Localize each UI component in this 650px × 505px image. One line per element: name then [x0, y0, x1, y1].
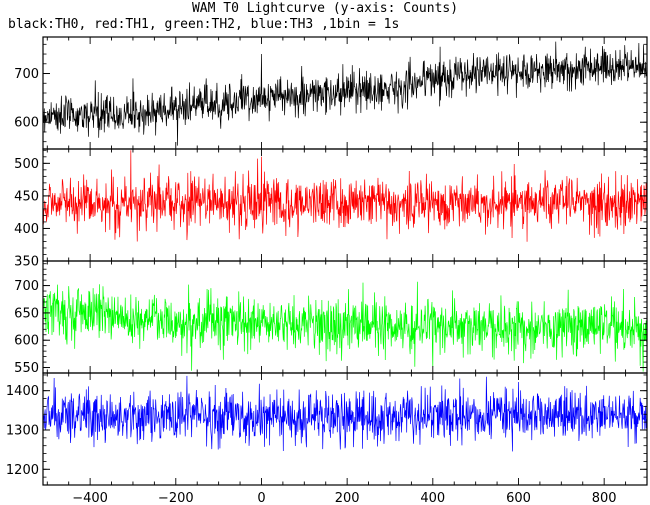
- th2-series-line: [43, 281, 647, 372]
- th3-y-tick-label: 1300: [6, 423, 39, 438]
- th1-y-tick-label: 450: [14, 189, 39, 204]
- th1-y-tick-label: 350: [14, 255, 39, 270]
- th1-y-tick-label: 400: [14, 222, 39, 237]
- th2-y-tick-label: 700: [14, 279, 39, 294]
- x-tick-label: 200: [335, 491, 360, 505]
- x-tick-label: 400: [420, 491, 445, 505]
- th0-y-tick-label: 600: [14, 116, 39, 131]
- th0-y-tick-label: 700: [14, 67, 39, 82]
- th1-series-line: [43, 150, 647, 242]
- chart-title: WAM T0 Lightcurve (y-axis: Counts): [191, 1, 459, 16]
- th1-y-tick-label: 500: [14, 157, 39, 172]
- th3-panel-frame: [42, 372, 648, 486]
- th3-y-tick-label: 1200: [6, 463, 39, 478]
- th2-y-tick-label: 550: [14, 361, 39, 376]
- x-tick-label: 0: [257, 491, 265, 505]
- x-tick-label: 600: [506, 491, 531, 505]
- x-tick-label: 800: [592, 491, 617, 505]
- x-tick-label: −200: [158, 491, 194, 505]
- chart-subtitle: black:TH0, red:TH1, green:TH2, blue:TH3 …: [8, 17, 400, 32]
- th3-y-tick-label: 1400: [6, 384, 39, 399]
- th3-series-line: [43, 375, 647, 452]
- th0-series-line: [43, 41, 647, 146]
- th2-y-tick-label: 600: [14, 334, 39, 349]
- x-tick-label: −400: [72, 491, 108, 505]
- th2-y-tick-label: 650: [14, 306, 39, 321]
